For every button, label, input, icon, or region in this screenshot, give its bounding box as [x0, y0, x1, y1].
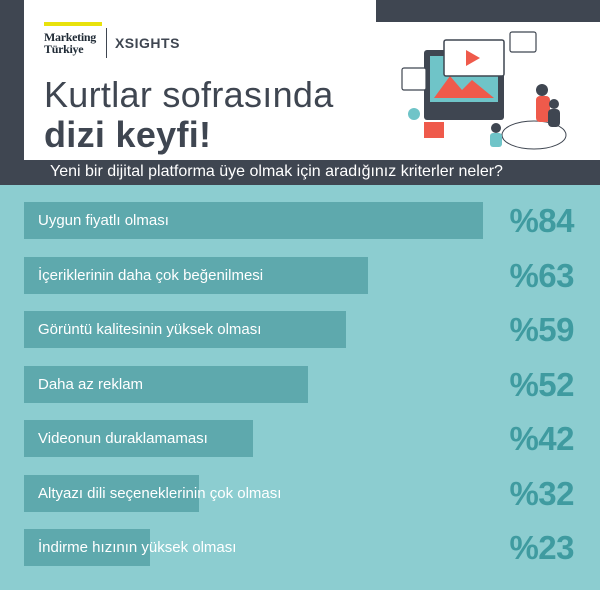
value-label-2: %63 [509, 256, 574, 294]
bar-label-1: Uygun fiyatlı olması [38, 212, 169, 229]
value-label-3: %59 [509, 311, 574, 348]
title-line-1: Kurtlar sofrasında [44, 74, 334, 115]
bar-label-3: Görüntü kalitesinin yüksek olması [38, 321, 262, 338]
streaming-illustration-icon [401, 31, 567, 150]
chart-title-banner: Yeni bir dijital platforma üye olmak içi… [0, 160, 600, 185]
logo-divider [105, 28, 107, 58]
value-label-6: %32 [509, 474, 574, 512]
bar-1 [24, 202, 483, 239]
xsights-logo: XSIGHTS [114, 35, 180, 51]
value-label-4: %52 [509, 365, 574, 403]
bar-3 [24, 311, 346, 348]
bottom-border [0, 590, 600, 599]
brand-logos: Marketing Türkiye XSIGHTS [44, 22, 180, 58]
bar-label-7: İndirme hızının yüksek olması [38, 539, 237, 556]
value-label-5: %42 [509, 420, 574, 457]
chart-title: Yeni bir dijital platforma üye olmak içi… [50, 163, 503, 180]
left-accent-block [0, 0, 24, 160]
bar-label-4: Daha az reklam [38, 375, 144, 393]
bar-4 [24, 365, 308, 403]
bar-6 [24, 474, 199, 512]
bar-7 [24, 529, 150, 566]
value-label-7: %23 [509, 529, 574, 566]
marketing-turkiye-logo: Marketing Türkiye [44, 30, 96, 56]
value-label-1: %84 [509, 202, 574, 239]
title-line-2: dizi keyfi! [44, 114, 212, 155]
brand-underline [44, 22, 102, 26]
bar-label-6: Altyazı dili seçeneklerinin çok olması [38, 484, 282, 502]
bar-label-2: İçeriklerinin daha çok beğenilmesi [38, 266, 264, 284]
bar-label-5: Videonun duraklamaması [38, 430, 208, 447]
bar-5 [24, 420, 253, 457]
bar-2 [24, 256, 368, 294]
